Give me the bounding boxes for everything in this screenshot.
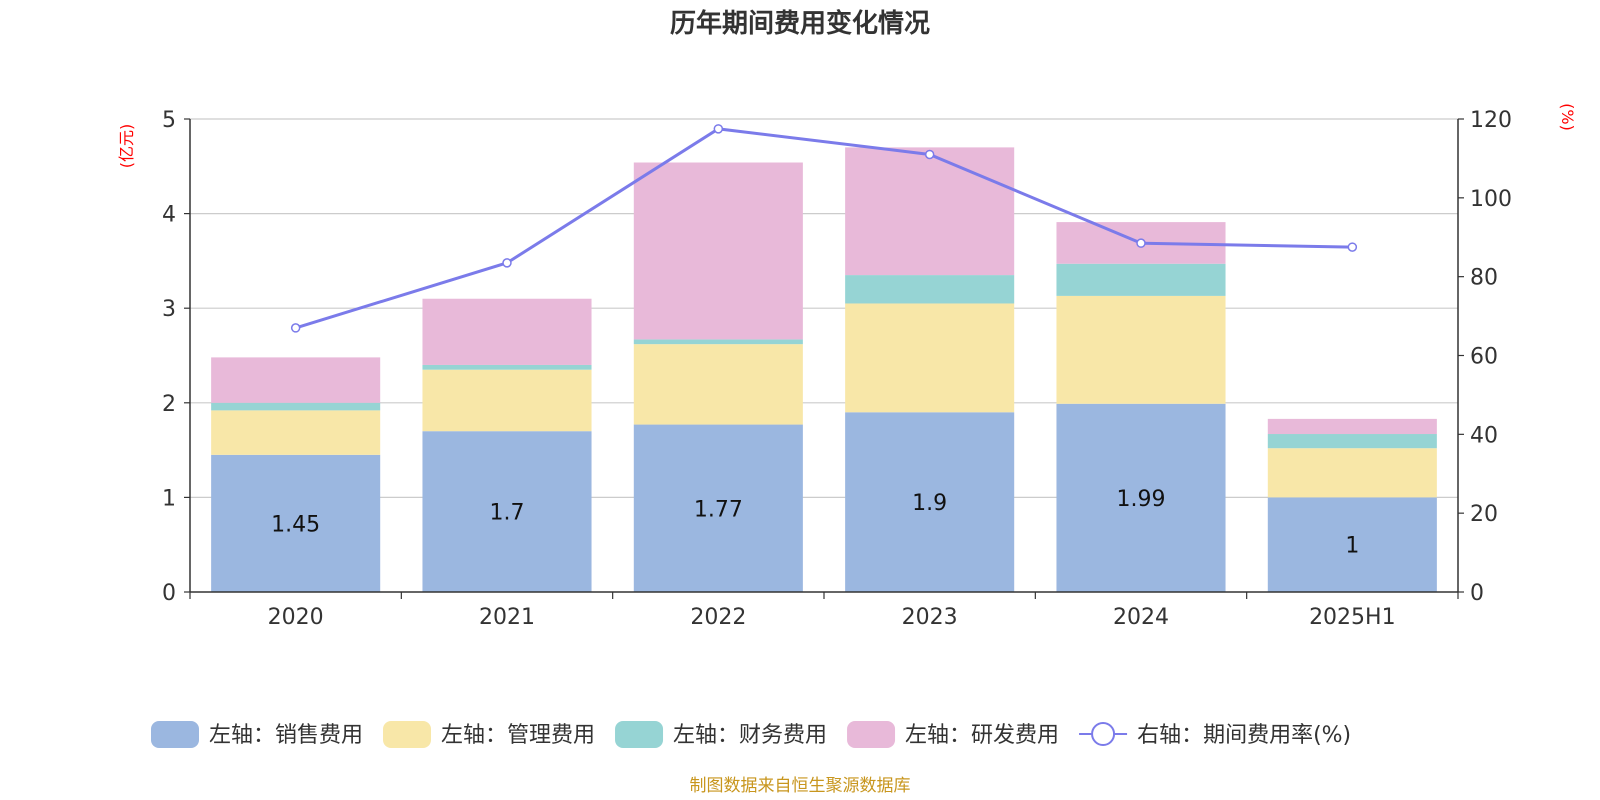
right-tick-label: 20 xyxy=(1470,502,1498,527)
rate-point xyxy=(290,323,301,333)
bar-value-label: 1.99 xyxy=(1117,487,1166,512)
bar-series xyxy=(211,147,1437,592)
x-tick-label: 2020 xyxy=(268,605,324,630)
bar-value-label: 1 xyxy=(1345,534,1359,559)
bar-segment xyxy=(1267,497,1437,592)
bar-value-label: 1.7 xyxy=(490,501,525,526)
bar-segment xyxy=(1267,418,1437,435)
bar-value-label: 1.9 xyxy=(912,491,947,516)
data-labels: 1.45 1.7 1.77 1.9 1.99 1 xyxy=(271,487,1359,559)
right-axis-unit: (%) xyxy=(1558,103,1577,131)
bar-segment xyxy=(1056,295,1226,404)
rate-point xyxy=(924,149,935,160)
source-note: 制图数据来自恒生聚源数据库 xyxy=(690,776,911,796)
x-tick-label: 2024 xyxy=(1113,605,1169,630)
bar-segment xyxy=(1267,434,1437,449)
rate-line xyxy=(295,127,1353,330)
left-tick-label: 0 xyxy=(162,581,176,606)
left-tick-label: 1 xyxy=(162,486,176,511)
bar-segment xyxy=(1056,263,1226,296)
legend-swatch xyxy=(615,721,664,748)
legend-marker xyxy=(1091,722,1116,746)
rate-point xyxy=(713,124,724,134)
bar-segment xyxy=(422,298,592,365)
x-tick-label: 2023 xyxy=(902,605,958,630)
bar-segment xyxy=(211,410,381,455)
bar-segment xyxy=(422,369,592,432)
axes: 0 1 2 3 4 5 0 20 40 60 80 100 120 2020 2021 2022 2023 202… xyxy=(162,108,1512,630)
legend-swatch xyxy=(151,721,199,748)
legend-label: 左轴：管理费用 xyxy=(441,723,595,748)
bar-segment xyxy=(633,162,803,340)
legend-label: 左轴：销售费用 xyxy=(209,723,363,748)
bar-segment xyxy=(422,364,592,370)
legend[interactable]: 左轴：销售费用 左轴：管理费用 左轴：财务费用 左轴：研发费用 右轴：期间费用率(%) xyxy=(151,721,1351,748)
bar-segment xyxy=(211,402,381,411)
grid-lines xyxy=(190,118,1458,498)
line-series xyxy=(290,124,1358,333)
x-tick-label: 2022 xyxy=(690,605,746,630)
bar-segment xyxy=(845,275,1015,304)
bar-segment xyxy=(633,424,803,592)
bar-segment xyxy=(845,412,1015,592)
bar-segment xyxy=(422,431,592,592)
bar-value-label: 1.77 xyxy=(694,497,743,522)
bar-value-label: 1.45 xyxy=(271,512,320,537)
rate-point xyxy=(1136,238,1146,248)
right-tick-label: 60 xyxy=(1470,345,1498,370)
right-tick-label: 80 xyxy=(1470,266,1498,291)
legend-swatch xyxy=(383,721,432,748)
right-tick-label: 40 xyxy=(1470,423,1498,448)
chart-title: 历年期间费用变化情况 xyxy=(670,8,930,39)
legend-label: 左轴：研发费用 xyxy=(905,723,1059,748)
bar-segment xyxy=(633,339,803,345)
bar-segment xyxy=(845,147,1015,276)
x-tick-label: 2025H1 xyxy=(1309,605,1396,630)
legend-label: 左轴：财务费用 xyxy=(673,723,827,748)
bar-segment xyxy=(211,454,381,592)
bar-segment xyxy=(633,344,803,425)
bar-segment xyxy=(1056,403,1226,592)
rate-point xyxy=(1347,242,1358,252)
bar-segment xyxy=(845,303,1015,413)
left-tick-label: 3 xyxy=(162,297,176,322)
legend-swatch xyxy=(847,721,896,748)
left-tick-label: 5 xyxy=(162,108,176,133)
right-tick-label: 0 xyxy=(1470,581,1484,606)
x-tick-label: 2021 xyxy=(479,605,535,630)
left-axis-unit: (亿元) xyxy=(117,124,136,169)
left-tick-label: 4 xyxy=(162,203,176,228)
left-tick-label: 2 xyxy=(162,392,176,417)
legend-label: 右轴：期间费用率(%) xyxy=(1137,723,1351,748)
bar-segment xyxy=(1267,448,1437,498)
bar-segment xyxy=(211,357,381,403)
rate-point xyxy=(502,258,512,268)
right-tick-label: 100 xyxy=(1470,187,1512,212)
right-tick-label: 120 xyxy=(1470,108,1512,133)
